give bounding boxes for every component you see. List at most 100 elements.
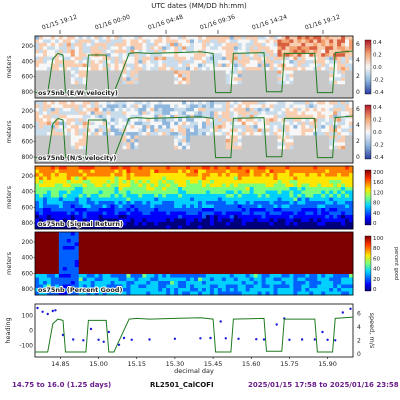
heatmap-cell (329, 173, 334, 177)
heatmap-cell (38, 94, 44, 99)
heatmap-cell (345, 204, 350, 209)
heatmap-cell (213, 84, 219, 89)
heatmap-cell (253, 36, 259, 40)
heatmap-cell (201, 67, 207, 71)
heatmap-cell (285, 222, 290, 226)
heatmap-cell (50, 232, 56, 236)
heatmap-cell (325, 46, 330, 51)
heatmap-cell (341, 73, 346, 78)
heatmap-cell (194, 91, 199, 95)
heatmap-cell (78, 107, 84, 112)
heatmap-cell (78, 183, 84, 188)
heatmap-cell (90, 101, 96, 105)
heatmap-cell (162, 142, 167, 147)
top-tick-label: 01/16 14:24 (251, 14, 288, 32)
heatmap-cell (229, 111, 235, 116)
heatmap-cell (194, 152, 199, 157)
heatmap-cell (82, 73, 88, 78)
heatmap-cell (281, 222, 286, 226)
heatmap-cell (54, 239, 60, 243)
heatmap-cell (345, 225, 350, 230)
heatmap-cell (309, 128, 314, 133)
heatmap-cell (237, 173, 243, 177)
heatmap-cell (38, 291, 44, 296)
heatmap-cell (325, 187, 330, 191)
heatmap-cell (138, 111, 143, 116)
heatmap-cell (142, 49, 147, 54)
heatmap-cell (345, 46, 350, 51)
heatmap-cell (213, 121, 219, 126)
heatmap-cell (265, 128, 270, 133)
heatmap-cell (321, 125, 326, 129)
heatmap-cell (42, 288, 48, 292)
heatmap-cell (241, 125, 247, 129)
heatmap-cell (35, 107, 40, 112)
heatmap-cell (114, 94, 119, 99)
heatmap-cell (229, 121, 235, 126)
heatmap-cell (277, 70, 282, 75)
heatmap-cell (321, 201, 326, 205)
heatmap-cell (321, 183, 326, 188)
heatmap-cell (301, 77, 306, 82)
heatmap-cell (186, 152, 191, 157)
heatmap-cell (233, 138, 239, 143)
heatmap-cell (74, 56, 80, 61)
heatmap-cell (146, 277, 151, 282)
heatmap-cell (158, 132, 163, 136)
heatmap-cell (285, 77, 290, 82)
heatmap-cell (257, 67, 262, 71)
heatmap-cell (110, 118, 115, 123)
heatmap-cell (114, 63, 119, 68)
heatmap-cell (150, 121, 155, 126)
heatmap-cell (261, 36, 266, 40)
heatmap-cell (265, 135, 270, 140)
heatmap-cells (35, 232, 354, 296)
heatmap-cell (197, 183, 203, 188)
heatmap-cell (130, 169, 135, 174)
heatmap-cell (158, 49, 163, 54)
heatmap-cell (341, 169, 346, 174)
heatmap-cell (178, 169, 183, 174)
heatmap-cell (333, 46, 338, 51)
heatmap-cell (345, 118, 350, 123)
heatmap-cell (54, 114, 60, 119)
heatmap-cell (213, 128, 219, 133)
heatmap-cell (245, 53, 251, 58)
heatmap-cell (249, 208, 255, 212)
heatmap-cell (273, 46, 278, 51)
heatmap-cell (197, 201, 203, 205)
heatmap-cell (170, 121, 175, 126)
colorbar-tick-label: 0.2 (373, 53, 382, 59)
heatmap-cell (94, 166, 100, 170)
heatmap-cell (35, 208, 40, 212)
heatmap-cell (221, 208, 227, 212)
heatmap-cell (289, 166, 294, 170)
heatmap-cell (126, 277, 131, 282)
heatmap-cell (257, 56, 262, 61)
heatmap-cell (146, 218, 151, 223)
heatmap-cell (58, 142, 64, 147)
heatmap-cell (209, 101, 215, 105)
heatmap-cell (237, 183, 243, 188)
heatmap-cell (269, 101, 274, 105)
heatmap-cell (98, 263, 103, 268)
heatmap-cell (233, 114, 239, 119)
heatmap-cell (142, 215, 147, 219)
heatmap-cell (190, 197, 195, 202)
heatmap-cell (273, 173, 278, 177)
heatmap-cell (261, 190, 266, 195)
heatmap-cell (35, 232, 40, 236)
heatmap-cell (114, 201, 119, 205)
heatmap-cell (98, 183, 103, 188)
heatmap-cell (154, 42, 159, 47)
heatmap-cell (158, 190, 163, 195)
heatmap-cell (142, 246, 147, 250)
heatmap-cell (154, 94, 159, 99)
heatmap-cell (58, 197, 64, 202)
heatmap-cell (174, 201, 179, 205)
heatmap-cell (158, 260, 163, 264)
heatmap-cell (126, 263, 131, 268)
heatmap-cell (174, 49, 179, 54)
heatmap-cell (162, 215, 167, 219)
heatmap-cell (178, 145, 183, 150)
